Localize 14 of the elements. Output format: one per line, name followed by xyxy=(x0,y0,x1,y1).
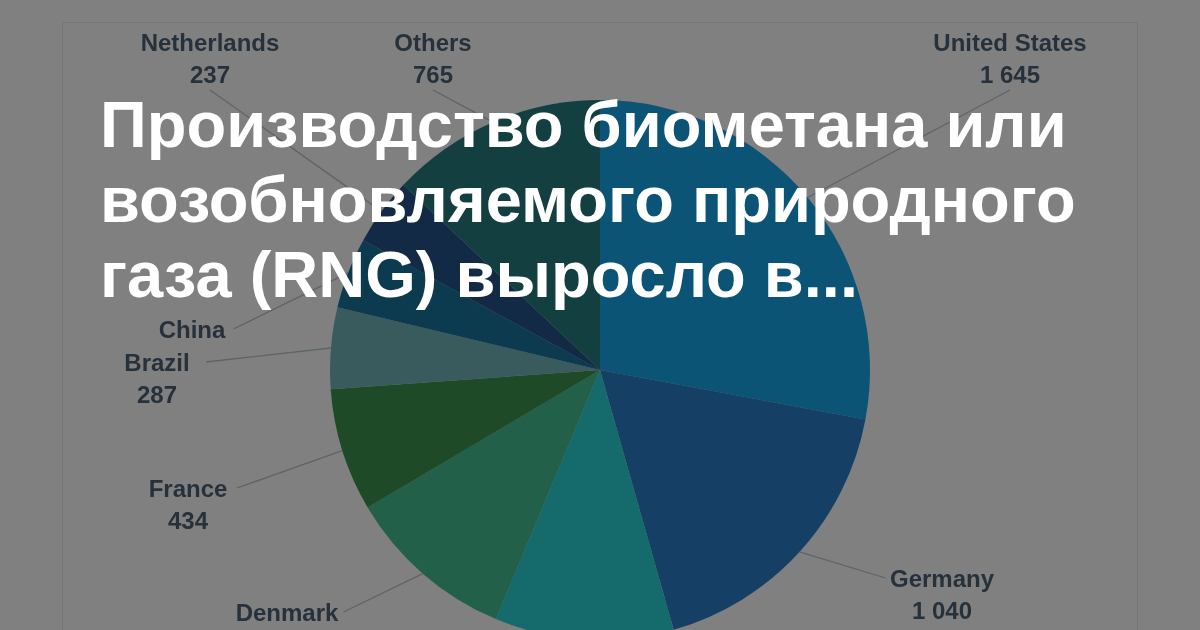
slice-label: United States xyxy=(933,28,1087,56)
slice-label: Netherlands xyxy=(140,28,280,56)
data-label: 1 645 xyxy=(979,60,1041,88)
data-label: 287 xyxy=(136,380,178,408)
data-label: 237 xyxy=(189,60,231,88)
slice-label: China xyxy=(158,315,226,343)
slice-label: France xyxy=(148,474,228,502)
data-label: 765 xyxy=(412,60,454,88)
slice-label: Germany xyxy=(889,564,995,592)
data-label: 1 040 xyxy=(911,596,973,624)
slice-label: Denmark xyxy=(235,598,340,626)
slice-label: Brazil xyxy=(124,348,190,376)
data-label: 434 xyxy=(167,506,209,534)
slice-label: Others xyxy=(394,28,472,56)
